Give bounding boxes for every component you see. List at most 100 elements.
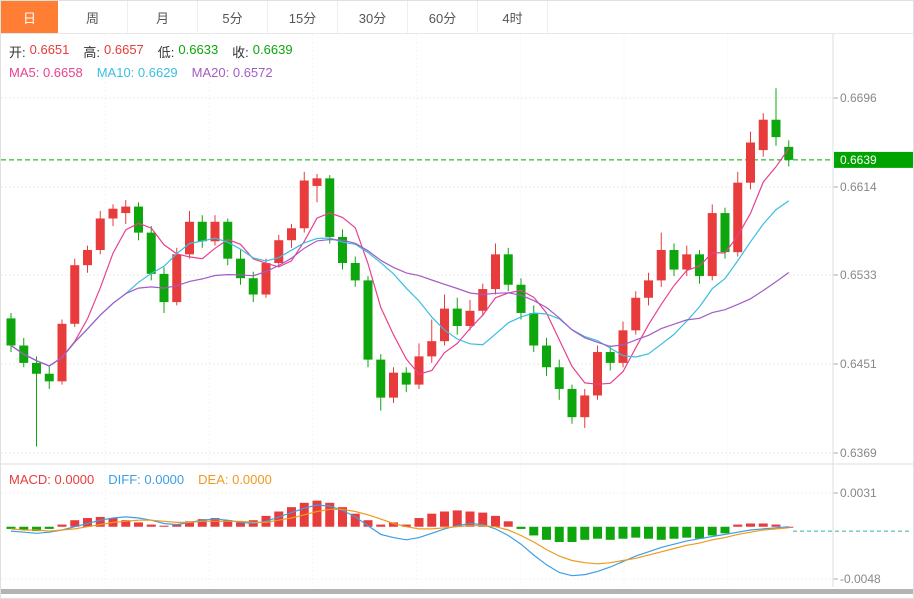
macd-bar (758, 523, 768, 527)
macd-bar (605, 526, 615, 540)
candle-body (401, 372, 411, 385)
macd-bar (452, 510, 462, 527)
macd-bar (70, 520, 80, 527)
tab-4hour[interactable]: 4时 (478, 1, 548, 33)
candle-body (210, 221, 220, 242)
macd-bar (185, 521, 194, 527)
candle-body (172, 254, 182, 303)
candle-body (733, 182, 743, 253)
macd-bar (669, 526, 679, 539)
macd-axis-label: 0.0031 (840, 486, 877, 500)
candle-body (618, 330, 628, 363)
candle-body (6, 318, 16, 346)
macd-bar (44, 526, 54, 529)
candlestick-chart-canvas[interactable]: 0.6696 0.6614 0.6533 0.6451 0.6369 0.0031 -0.0… (1, 34, 914, 598)
macd-bar (210, 518, 220, 527)
macd-bar (529, 526, 539, 536)
diff-value-legend: DIFF: 0.0000 (108, 472, 185, 487)
candle-body (146, 232, 156, 274)
tab-day[interactable]: 日 (1, 1, 58, 33)
diff-line (10, 504, 789, 577)
current-price-badge (834, 151, 913, 168)
macd-bar (57, 524, 67, 527)
candle-body (771, 119, 781, 138)
price-axis-label: 0.6614 (840, 180, 877, 194)
candle-body (720, 213, 730, 253)
candle-body (325, 178, 335, 237)
price-axis-label: 0.6533 (840, 268, 877, 282)
ohlc-open-value: 0.6651 (29, 42, 70, 57)
tab-5min[interactable]: 5分 (198, 1, 268, 33)
candle-body (261, 263, 271, 295)
candle-body (567, 388, 577, 418)
macd-bar (656, 526, 666, 540)
ohlc-low-value: 0.6633 (178, 42, 219, 57)
candle-body (32, 362, 41, 374)
macd-bar (325, 502, 335, 527)
macd-bar (19, 526, 29, 531)
candle-body (491, 254, 500, 290)
macd-bar (223, 520, 233, 527)
ohlc-close-label: 收: (232, 45, 249, 60)
ma20-legend: MA20: 0.6572 (191, 65, 273, 80)
tab-60min[interactable]: 60分 (408, 1, 478, 33)
candle-body (287, 228, 296, 241)
candle-body (427, 341, 437, 357)
macd-bar (542, 526, 551, 540)
timeframe-tabbar: 日 周 月 5分 15分 30分 60分 4时 (1, 1, 913, 34)
candle-body (669, 249, 679, 270)
dea-line (10, 508, 789, 565)
chart-area: 0.6696 0.6614 0.6533 0.6451 0.6369 0.0031 -0.0… (1, 34, 914, 598)
ma5-legend: MA5: 0.6658 (9, 65, 83, 80)
macd-bar (146, 524, 156, 527)
candle-body (440, 308, 449, 342)
macd-bar (350, 513, 360, 527)
ohlc-high-value: 0.6657 (104, 42, 144, 57)
candle-body (134, 206, 143, 233)
ohlc-low: 低: 0.6633 (158, 42, 218, 61)
tab-month[interactable]: 月 (128, 1, 198, 33)
ma10-legend: MA10: 0.6629 (96, 65, 178, 80)
candle-body (593, 352, 602, 396)
ohlc-high: 高: 0.6657 (83, 42, 143, 61)
candle-body (236, 258, 245, 279)
candle-body (516, 284, 526, 313)
macd-bar (440, 511, 449, 527)
candle-body (542, 345, 551, 368)
tab-15min[interactable]: 15分 (268, 1, 338, 33)
candle-body (389, 372, 398, 398)
macd-bar (389, 522, 398, 527)
candle-body (605, 352, 615, 363)
bottom-scrollbar[interactable] (1, 589, 913, 594)
price-axis-label: 0.6696 (840, 91, 877, 105)
candle-body (580, 395, 590, 418)
candle-body (478, 289, 488, 311)
macd-bar (465, 511, 475, 527)
macd-bar (363, 520, 373, 527)
candle-body (121, 206, 131, 214)
macd-bar (593, 526, 602, 539)
candle-body (70, 265, 80, 324)
candle-body (695, 254, 704, 277)
macd-bar (414, 518, 424, 527)
candle-body (682, 254, 692, 270)
macd-bar (707, 526, 717, 536)
candle-body (746, 142, 755, 183)
macd-bar (287, 507, 296, 527)
candle-body (95, 218, 105, 250)
macd-bar (503, 521, 513, 527)
macd-bar (427, 513, 437, 527)
candle-body (465, 310, 475, 326)
candle-body (554, 367, 564, 389)
candle-body (414, 356, 424, 385)
ohlc-open-label: 开: (9, 45, 26, 60)
candle-body (197, 221, 207, 242)
macd-bar (376, 524, 386, 527)
tab-30min[interactable]: 30分 (338, 1, 408, 33)
candle-body (758, 119, 768, 151)
candle-body (350, 263, 360, 281)
price-axis-label: 0.6369 (840, 446, 877, 460)
tab-week[interactable]: 周 (58, 1, 128, 33)
candle-body (707, 213, 717, 277)
